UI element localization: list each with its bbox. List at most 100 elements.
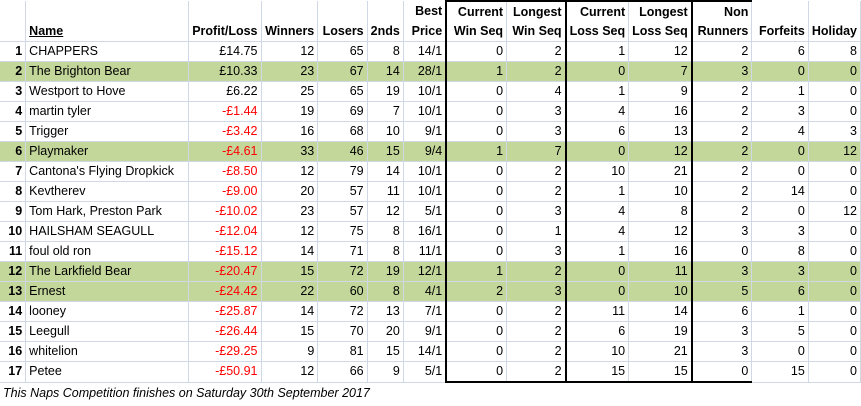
header-longest-win-seq[interactable]: Win Seq	[506, 22, 567, 42]
header-seconds[interactable]: 2nds	[367, 22, 404, 42]
cell-rank[interactable]: 7	[0, 161, 27, 182]
cell-profit-loss[interactable]: -£1.44	[188, 101, 262, 122]
cell-name[interactable]: looney	[25, 301, 190, 322]
header-current-win-seq[interactable]: Win Seq	[445, 22, 508, 42]
cell-name[interactable]: Playmaker	[25, 141, 190, 162]
cell-non-runners[interactable]: 3	[690, 221, 753, 242]
cell-forfeits[interactable]: 0	[751, 161, 809, 182]
cell-name[interactable]: Westport to Hove	[25, 81, 190, 102]
cell-name[interactable]: martin tyler	[25, 101, 190, 122]
cell-winners[interactable]: 14	[261, 301, 319, 322]
cell-losers[interactable]: 65	[317, 81, 368, 102]
cell-name[interactable]: The Brighton Bear	[25, 61, 190, 82]
cell-winners[interactable]: 33	[261, 141, 319, 162]
cell-seconds[interactable]: 12	[367, 201, 404, 222]
cell-non-runners[interactable]: 2	[690, 101, 753, 122]
cell-holiday[interactable]: 3	[808, 121, 861, 142]
cell-name[interactable]: Cantona's Flying Dropkick	[25, 161, 190, 182]
cell-longest-loss-seq[interactable]: 12	[628, 41, 693, 62]
cell-name[interactable]: CHAPPERS	[25, 41, 190, 62]
cell-rank[interactable]: 4	[0, 101, 27, 122]
header-non-runners[interactable]: Runners	[690, 22, 753, 42]
cell-longest-loss-seq[interactable]: 12	[628, 141, 693, 162]
cell-current-win-seq[interactable]: 0	[445, 301, 508, 322]
cell-forfeits[interactable]: 0	[751, 341, 809, 362]
cell-seconds[interactable]: 8	[367, 281, 404, 302]
cell-winners[interactable]: 12	[261, 361, 319, 383]
cell-winners[interactable]: 20	[261, 181, 319, 202]
cell-rank[interactable]: 12	[0, 261, 27, 282]
header-winners[interactable]: Winners	[261, 22, 319, 42]
cell-longest-win-seq[interactable]: 3	[506, 121, 567, 142]
cell-rank[interactable]: 15	[0, 321, 27, 342]
cell-longest-loss-seq[interactable]: 21	[628, 341, 693, 362]
cell-current-loss-seq[interactable]: 1	[564, 181, 630, 202]
cell-profit-loss[interactable]: -£9.00	[188, 181, 262, 202]
cell-current-loss-seq[interactable]: 0	[564, 261, 630, 282]
cell-rank[interactable]: 13	[0, 281, 27, 302]
cell-longest-loss-seq[interactable]: 19	[628, 321, 693, 342]
cell-current-loss-seq[interactable]: 4	[564, 101, 630, 122]
cell-longest-loss-seq[interactable]: 10	[628, 181, 693, 202]
cell-losers[interactable]: 65	[317, 41, 368, 62]
cell-forfeits[interactable]: 1	[751, 301, 809, 322]
cell-losers[interactable]: 81	[317, 341, 368, 362]
cell-seconds[interactable]: 14	[367, 161, 404, 182]
cell-winners[interactable]: 14	[261, 241, 319, 262]
cell-profit-loss[interactable]: -£29.25	[188, 341, 262, 362]
cell-best-price[interactable]: 7/1	[403, 301, 447, 322]
cell-current-loss-seq[interactable]: 0	[564, 281, 630, 302]
cell-current-win-seq[interactable]: 1	[445, 61, 508, 82]
cell-holiday[interactable]: 0	[808, 161, 861, 182]
cell-longest-win-seq[interactable]: 2	[506, 341, 567, 362]
cell-best-price[interactable]: 9/1	[403, 321, 447, 342]
cell-current-loss-seq[interactable]: 1	[564, 81, 630, 102]
header-holiday[interactable]	[808, 1, 861, 22]
cell-name[interactable]: Tom Hark, Preston Park	[25, 201, 190, 222]
cell-current-loss-seq[interactable]: 15	[564, 361, 630, 383]
cell-seconds[interactable]: 15	[367, 141, 404, 162]
cell-longest-win-seq[interactable]: 1	[506, 221, 567, 242]
header-winners[interactable]	[261, 1, 319, 22]
cell-profit-loss[interactable]: -£20.47	[188, 261, 262, 282]
cell-longest-loss-seq[interactable]: 7	[628, 61, 693, 82]
cell-forfeits[interactable]: 6	[751, 41, 809, 62]
cell-current-win-seq[interactable]: 0	[445, 361, 508, 383]
cell-forfeits[interactable]: 4	[751, 121, 809, 142]
cell-losers[interactable]: 66	[317, 361, 368, 383]
cell-losers[interactable]: 46	[317, 141, 368, 162]
cell-current-win-seq[interactable]: 0	[445, 161, 508, 182]
cell-non-runners[interactable]: 0	[690, 361, 753, 383]
header-current-loss-seq[interactable]: Loss Seq	[564, 22, 630, 42]
cell-longest-win-seq[interactable]: 2	[506, 361, 567, 383]
cell-best-price[interactable]: 14/1	[403, 41, 447, 62]
cell-rank[interactable]: 11	[0, 241, 27, 262]
cell-current-win-seq[interactable]: 0	[445, 41, 508, 62]
cell-rank[interactable]: 8	[0, 181, 27, 202]
cell-seconds[interactable]: 8	[367, 41, 404, 62]
cell-profit-loss[interactable]: £6.22	[188, 81, 262, 102]
cell-profit-loss[interactable]: -£8.50	[188, 161, 262, 182]
cell-winners[interactable]: 16	[261, 121, 319, 142]
cell-holiday[interactable]: 0	[808, 341, 861, 362]
cell-profit-loss[interactable]: -£24.42	[188, 281, 262, 302]
cell-winners[interactable]: 15	[261, 321, 319, 342]
cell-holiday[interactable]: 0	[808, 61, 861, 82]
cell-longest-win-seq[interactable]: 2	[506, 181, 567, 202]
cell-best-price[interactable]: 5/1	[403, 361, 447, 383]
cell-holiday[interactable]: 12	[808, 201, 861, 222]
cell-forfeits[interactable]: 5	[751, 321, 809, 342]
cell-seconds[interactable]: 14	[367, 61, 404, 82]
cell-non-runners[interactable]: 6	[690, 301, 753, 322]
cell-seconds[interactable]: 15	[367, 341, 404, 362]
cell-seconds[interactable]: 19	[367, 261, 404, 282]
header-best-price[interactable]: Price	[403, 22, 447, 42]
cell-current-win-seq[interactable]: 2	[445, 281, 508, 302]
cell-current-win-seq[interactable]: 1	[445, 141, 508, 162]
cell-holiday[interactable]: 0	[808, 321, 861, 342]
cell-longest-loss-seq[interactable]: 16	[628, 241, 693, 262]
header-non-runners[interactable]: Non	[690, 0, 753, 22]
cell-forfeits[interactable]: 3	[751, 221, 809, 242]
cell-rank[interactable]: 1	[0, 41, 27, 62]
cell-holiday[interactable]: 0	[808, 81, 861, 102]
